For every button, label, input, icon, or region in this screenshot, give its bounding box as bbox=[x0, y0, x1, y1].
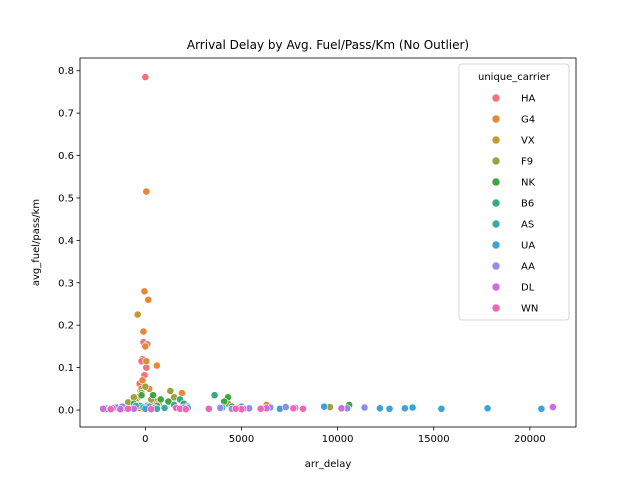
legend-entry-label: DL bbox=[521, 283, 535, 294]
legend-marker bbox=[491, 135, 501, 145]
data-point-dl bbox=[549, 403, 557, 411]
data-point-ua bbox=[320, 402, 329, 411]
x-tick-label: 10000 bbox=[322, 434, 354, 445]
data-point-nk bbox=[164, 397, 173, 406]
data-point-dl bbox=[116, 405, 125, 414]
y-tick-label: 0.8 bbox=[58, 66, 74, 77]
legend-entry-label: NK bbox=[521, 178, 535, 189]
legend-entry-label: AS bbox=[521, 220, 534, 231]
y-tick-label: 0.0 bbox=[58, 406, 74, 417]
y-tick-label: 0.3 bbox=[58, 278, 74, 289]
legend-marker bbox=[491, 219, 501, 229]
data-point-aa bbox=[360, 403, 369, 412]
y-tick-label: 0.2 bbox=[58, 321, 74, 332]
data-point-wn bbox=[204, 404, 213, 413]
legend-marker bbox=[491, 177, 501, 187]
plot-frame bbox=[79, 57, 577, 428]
legend-marker bbox=[491, 282, 501, 292]
data-point-wn bbox=[106, 405, 115, 414]
data-point-wn bbox=[299, 404, 307, 413]
data-point-wn bbox=[181, 405, 190, 414]
y-axis-label: avg_fuel/pass/km bbox=[31, 199, 42, 286]
legend-items: HA G4 VX F9 NK B6 AS UA AA DL WN bbox=[491, 93, 538, 315]
data-point-f9 bbox=[166, 387, 175, 395]
y-tick-label: 0.7 bbox=[58, 109, 74, 120]
legend-entry-label: AA bbox=[521, 262, 535, 273]
data-point-ua bbox=[483, 404, 492, 413]
data-point-nk bbox=[149, 391, 157, 400]
data-point-ua bbox=[437, 404, 446, 413]
data-point-dl bbox=[99, 404, 107, 413]
data-point-g4 bbox=[140, 287, 149, 296]
x-tick-label: 20000 bbox=[514, 434, 546, 445]
data-point-g4 bbox=[152, 361, 161, 370]
data-point-wn bbox=[124, 404, 132, 413]
legend-entry-label: WN bbox=[521, 304, 538, 315]
series-g4 bbox=[133, 187, 334, 412]
y-tick-label: 0.6 bbox=[58, 151, 74, 162]
legend: unique_carrier HA G4 VX F9 NK B6 AS UA AA DL WN bbox=[458, 63, 570, 321]
data-point-aa bbox=[216, 404, 225, 412]
series-ua bbox=[103, 402, 546, 413]
y-tick-label: 0.5 bbox=[58, 193, 74, 204]
legend-marker bbox=[491, 303, 501, 313]
y-tick-label: 0.4 bbox=[58, 236, 74, 247]
data-point-f9 bbox=[141, 382, 150, 391]
legend-marker bbox=[491, 93, 501, 103]
marks-layer bbox=[99, 73, 557, 414]
data-point-g4 bbox=[144, 295, 153, 304]
data-point-ua bbox=[400, 404, 409, 413]
data-point-nk bbox=[137, 391, 146, 400]
data-point-ua bbox=[376, 404, 384, 413]
x-axis-label: arr_delay bbox=[305, 459, 352, 470]
data-point-wn bbox=[256, 404, 265, 413]
data-point-g4 bbox=[142, 357, 151, 366]
data-point-b6 bbox=[210, 391, 219, 400]
legend-marker bbox=[491, 114, 501, 124]
data-point-ua bbox=[385, 404, 394, 413]
data-point-ua bbox=[408, 403, 417, 412]
data-point-ua bbox=[537, 404, 546, 413]
data-point-g4 bbox=[138, 376, 147, 385]
legend-entry-label: UA bbox=[521, 241, 535, 252]
legend-entry-label: F9 bbox=[521, 157, 533, 168]
legend-marker bbox=[491, 240, 501, 250]
legend-marker bbox=[491, 156, 501, 166]
data-point-ha bbox=[141, 73, 150, 81]
x-tick-label: 0 bbox=[142, 434, 148, 445]
y-tick-label: 0.1 bbox=[58, 363, 74, 374]
data-point-g4 bbox=[139, 327, 148, 336]
chart-title: Arrival Delay by Avg. Fuel/Pass/Km (No O… bbox=[187, 38, 469, 52]
y-axis-ticks: 0.0 0.1 0.2 0.3 0.4 0.5 0.6 0.7 0.8 bbox=[58, 66, 80, 417]
data-point-g4 bbox=[142, 187, 151, 196]
legend-marker bbox=[491, 198, 501, 208]
x-tick-label: 5000 bbox=[229, 434, 254, 445]
legend-title: unique_carrier bbox=[478, 72, 551, 83]
legend-marker bbox=[491, 261, 501, 271]
data-point-nk bbox=[156, 395, 165, 404]
data-point-dl bbox=[337, 404, 346, 413]
data-point-g4 bbox=[141, 342, 150, 351]
data-point-wn bbox=[289, 404, 298, 413]
data-point-aa bbox=[281, 403, 290, 411]
data-point-as bbox=[160, 404, 169, 412]
legend-entry-label: HA bbox=[521, 94, 536, 105]
legend-entry-label: VX bbox=[521, 136, 535, 147]
legend-box bbox=[458, 63, 570, 321]
x-tick-label: 15000 bbox=[418, 434, 450, 445]
data-point-vx bbox=[133, 310, 142, 319]
series-wn bbox=[106, 404, 307, 414]
data-point-wn bbox=[147, 405, 156, 414]
legend-entry-label: B6 bbox=[521, 199, 534, 210]
x-axis-ticks: 0 5000 10000 15000 20000 bbox=[142, 427, 546, 445]
data-point-wn bbox=[231, 404, 240, 413]
legend-entry-label: G4 bbox=[521, 115, 535, 126]
